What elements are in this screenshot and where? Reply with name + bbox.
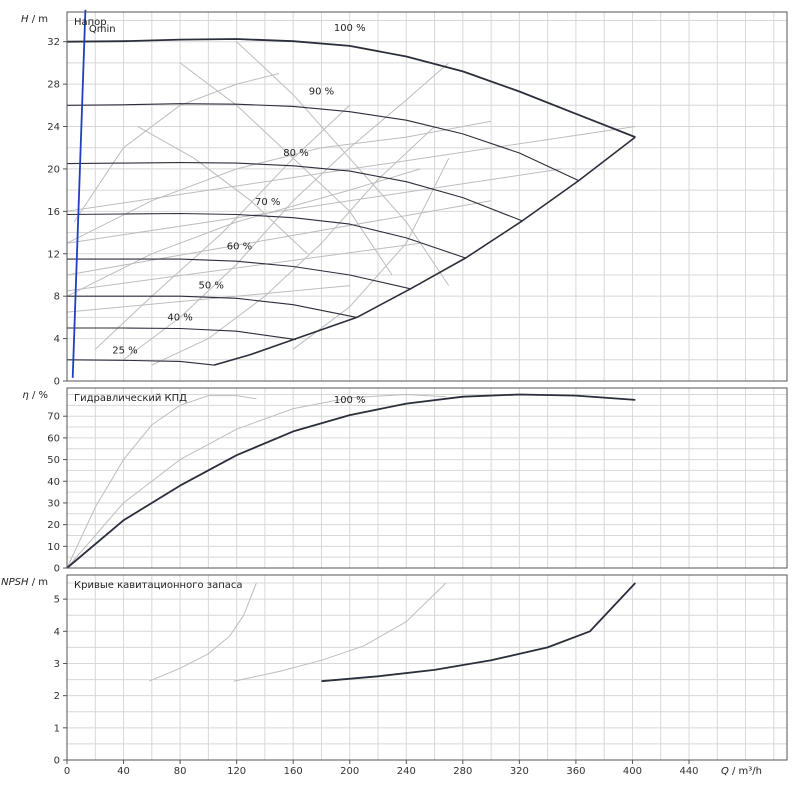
speed-curve-label: 25 % bbox=[112, 345, 137, 356]
y-tick-label: 0 bbox=[54, 377, 60, 388]
iso-efficiency-curve bbox=[236, 41, 450, 286]
x-tick-label: 280 bbox=[453, 766, 472, 777]
x-tick-label: 440 bbox=[679, 766, 698, 777]
y-tick-label: 40 bbox=[47, 477, 60, 488]
y-tick-label: 10 bbox=[47, 542, 60, 553]
curve-secondary bbox=[148, 582, 257, 682]
y-tick-label: 0 bbox=[54, 756, 60, 767]
x-tick-label: 80 bbox=[174, 766, 187, 777]
x-tick-label: 40 bbox=[117, 766, 130, 777]
system-curve bbox=[66, 285, 350, 313]
speed-curve-label: 50 % bbox=[198, 281, 223, 292]
y-tick-label: 3 bbox=[54, 659, 60, 670]
qmin-line bbox=[71, 9, 87, 378]
y-tick-label: 50 bbox=[47, 455, 60, 466]
x-tick-label: 360 bbox=[566, 766, 585, 777]
speed-curve-label: 40 % bbox=[167, 312, 192, 323]
panel-frame-npsh bbox=[66, 574, 788, 761]
x-tick-label: 0 bbox=[64, 766, 70, 777]
curve-secondary bbox=[66, 395, 257, 569]
speed-curve bbox=[66, 212, 466, 259]
speed-curve-label: 60 % bbox=[227, 241, 252, 252]
qmin-label: Qmin bbox=[89, 24, 116, 35]
y-tick-label: 60 bbox=[47, 433, 60, 444]
speed-curve bbox=[66, 359, 215, 366]
y-tick-label: 70 bbox=[47, 412, 60, 423]
x-axis-label: Q / m³/h bbox=[721, 766, 762, 777]
x-tick-label: 200 bbox=[340, 766, 359, 777]
curve-secondary bbox=[66, 394, 446, 569]
iso-efficiency-curve bbox=[123, 62, 450, 361]
curve-main bbox=[66, 393, 636, 569]
y-tick-label: 4 bbox=[54, 334, 60, 345]
y-tick-label: 8 bbox=[54, 292, 60, 303]
speed-curve-label: 70 % bbox=[255, 197, 280, 208]
x-tick-label: 400 bbox=[623, 766, 642, 777]
curve-secondary bbox=[233, 582, 447, 682]
x-tick-label: 240 bbox=[397, 766, 416, 777]
y-tick-label: 24 bbox=[47, 122, 60, 133]
y-tick-label: 4 bbox=[54, 627, 60, 638]
curve-label: 100 % bbox=[334, 395, 366, 406]
panel-title-npsh: Кривые кавитационного запаса bbox=[74, 580, 243, 591]
x-tick-label: 160 bbox=[284, 766, 303, 777]
system-curve bbox=[66, 242, 421, 292]
y-axis-label-head: H / m bbox=[21, 14, 48, 25]
system-curve bbox=[66, 200, 492, 276]
iso-efficiency-curve bbox=[66, 120, 492, 244]
curve-main bbox=[321, 582, 636, 683]
speed-curve bbox=[67, 327, 297, 341]
y-tick-label: 20 bbox=[47, 164, 60, 175]
x-tick-label: 320 bbox=[510, 766, 529, 777]
y-tick-label: 32 bbox=[47, 37, 60, 48]
y-axis-label-npsh: NPSH / m bbox=[1, 577, 48, 588]
speed-curve bbox=[66, 38, 636, 138]
speed-curve-label: 100 % bbox=[334, 23, 366, 34]
speed-curve bbox=[66, 162, 523, 222]
iso-efficiency-curve bbox=[179, 62, 393, 276]
y-axis-label-eff: η / % bbox=[22, 390, 48, 401]
max-flow-envelope bbox=[213, 136, 636, 366]
speed-curve-label: 80 % bbox=[283, 148, 308, 159]
panel-frame-head bbox=[66, 11, 788, 382]
iso-efficiency-curve bbox=[151, 126, 435, 366]
panel-title-head: Напор bbox=[74, 17, 107, 28]
y-tick-label: 30 bbox=[47, 498, 60, 509]
y-tick-label: 28 bbox=[47, 80, 60, 91]
y-tick-label: 20 bbox=[47, 520, 60, 531]
panel-title-eff: Гидравлический КПД bbox=[74, 393, 187, 404]
y-tick-label: 0 bbox=[54, 564, 60, 575]
x-tick-label: 120 bbox=[227, 766, 246, 777]
y-tick-label: 2 bbox=[54, 691, 60, 702]
speed-curve bbox=[67, 258, 411, 290]
iso-efficiency-curve bbox=[94, 104, 351, 350]
y-tick-label: 16 bbox=[47, 207, 60, 218]
y-tick-label: 1 bbox=[54, 723, 60, 734]
iso-efficiency-curve bbox=[73, 73, 280, 223]
speed-curve-label: 90 % bbox=[309, 87, 334, 98]
speed-curve bbox=[67, 295, 357, 318]
system-curve bbox=[66, 168, 562, 244]
iso-efficiency-curve bbox=[292, 158, 450, 350]
panel-frame-eff bbox=[66, 387, 788, 569]
speed-curve bbox=[66, 103, 579, 182]
iso-efficiency-curve bbox=[137, 126, 308, 255]
y-tick-label: 5 bbox=[54, 595, 60, 606]
y-tick-label: 12 bbox=[47, 249, 60, 260]
